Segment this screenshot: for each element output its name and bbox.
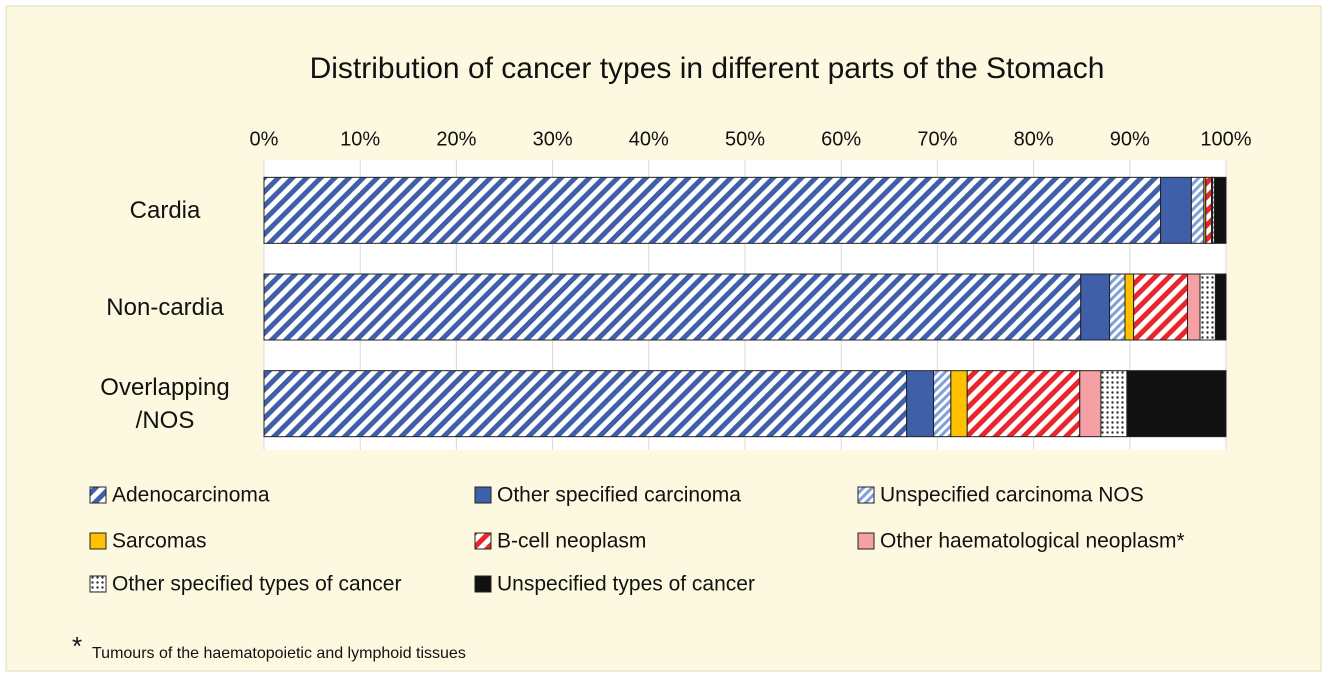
bar-segment xyxy=(1124,273,1135,341)
bar-segment xyxy=(263,273,1082,341)
bar-segment xyxy=(263,370,908,438)
x-tick-label: 40% xyxy=(629,128,669,150)
bar-segment xyxy=(1100,370,1128,438)
bar-segment xyxy=(1080,273,1111,341)
legend-label: Other haematological neoplasm* xyxy=(880,530,1185,553)
x-tick-label: 10% xyxy=(340,128,380,150)
bar-segment xyxy=(906,370,935,438)
legend-swatch xyxy=(474,486,492,504)
bar-segment xyxy=(1079,370,1102,438)
legend-swatch xyxy=(857,532,875,550)
footnote-text: Tumours of the haematopoietic and lympho… xyxy=(92,645,466,662)
legend-swatch xyxy=(89,532,107,550)
legend-label: Other specified types of cancer xyxy=(112,573,401,596)
category-label: Cardia xyxy=(129,196,201,224)
bar-segment xyxy=(1109,273,1126,341)
x-tick-label: 70% xyxy=(917,128,957,150)
bar-segment xyxy=(1160,176,1192,244)
x-tick-label: 80% xyxy=(1014,128,1054,150)
legend-label: Unspecified types of cancer xyxy=(497,573,755,596)
x-tick-label: 90% xyxy=(1110,128,1150,150)
bar-segment xyxy=(966,370,1081,438)
bar-segment xyxy=(1126,370,1227,438)
legend-label: B-cell neoplasm xyxy=(497,530,646,553)
category-label: Overlapping /NOS xyxy=(100,373,230,434)
legend-swatch xyxy=(857,486,875,504)
legend-swatch xyxy=(89,486,107,504)
bar-segment xyxy=(1190,176,1205,244)
bar-segment xyxy=(1214,273,1227,341)
bar-segment xyxy=(1133,273,1189,341)
x-tick-label: 60% xyxy=(821,128,861,150)
x-tick-label: 30% xyxy=(533,128,573,150)
legend-swatch xyxy=(89,575,107,593)
x-tick-label: 20% xyxy=(436,128,476,150)
bar-segment xyxy=(950,370,968,438)
chart-title: Distribution of cancer types in differen… xyxy=(310,52,1105,85)
bar-segment xyxy=(1205,176,1213,244)
legend-label: Adenocarcinoma xyxy=(112,484,270,507)
legend-label: Other specified carcinoma xyxy=(497,484,741,507)
bar-segment xyxy=(933,370,952,438)
footnote-symbol: * xyxy=(72,631,82,661)
legend-label: Unspecified carcinoma NOS xyxy=(880,484,1144,507)
category-label: Non-cardia xyxy=(106,293,224,321)
bar-segment xyxy=(1199,273,1216,341)
x-tick-label: 50% xyxy=(725,128,765,150)
bar-segment xyxy=(263,176,1162,244)
bar-segment xyxy=(1213,176,1227,244)
x-tick-label: 0% xyxy=(250,128,279,150)
legend-swatch xyxy=(474,575,492,593)
legend-swatch xyxy=(474,532,492,550)
bar-segment xyxy=(1187,273,1201,341)
x-tick-label: 100% xyxy=(1200,128,1251,150)
legend-label: Sarcomas xyxy=(112,530,207,553)
